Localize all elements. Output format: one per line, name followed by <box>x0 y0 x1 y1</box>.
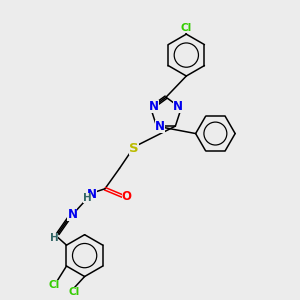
Text: Cl: Cl <box>181 23 192 33</box>
Text: H: H <box>50 233 58 243</box>
Text: N: N <box>87 188 97 201</box>
Text: H: H <box>82 194 91 203</box>
Text: N: N <box>173 100 183 113</box>
Text: Cl: Cl <box>49 280 60 290</box>
Text: N: N <box>155 120 165 133</box>
Text: S: S <box>129 142 139 154</box>
Text: N: N <box>149 100 159 113</box>
Text: O: O <box>122 190 132 202</box>
Text: Cl: Cl <box>69 287 80 297</box>
Text: N: N <box>68 208 77 221</box>
